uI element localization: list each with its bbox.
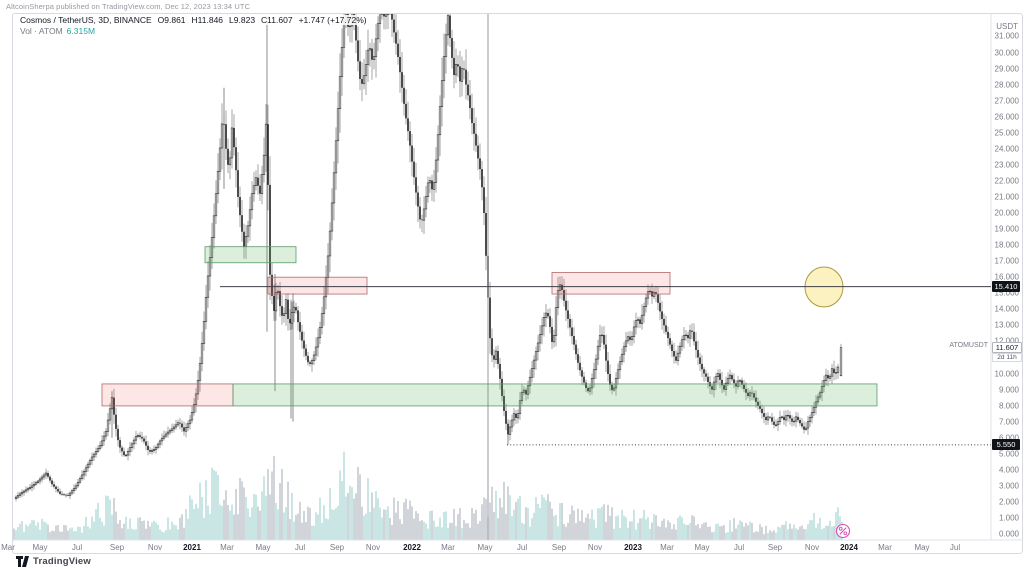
price-tick-label: 26.000: [994, 112, 1019, 122]
time-tick-month: May: [694, 543, 710, 552]
ohlc-open: O9.861: [157, 15, 186, 25]
time-tick-month: Sep: [109, 543, 125, 552]
price-tick-label: 27.000: [994, 96, 1019, 106]
ohlc-close: C11.607: [261, 15, 293, 25]
volume-value: 6.315M: [66, 26, 96, 36]
price-axis-unit: USDT: [996, 22, 1018, 31]
price-tick-label: 2.000: [998, 497, 1019, 507]
price-tick-label: 6.000: [998, 433, 1019, 443]
last-price-badge: 11.607: [992, 342, 1022, 353]
price-tick-label: 7.000: [998, 417, 1019, 427]
percent-marker-icon: [835, 523, 851, 539]
price-tick-label: 4.000: [998, 465, 1019, 475]
price-tick-label: 21.000: [994, 192, 1019, 202]
time-tick-month: Mar: [660, 543, 674, 552]
hline-price-badge: 15.410: [992, 281, 1020, 292]
time-tick-month: Jul: [71, 543, 83, 552]
time-tick-year: 2021: [183, 543, 201, 552]
bar-countdown: 2d 11h: [992, 353, 1022, 362]
price-tick-label: 3.000: [998, 481, 1019, 491]
price-tick-label: 23.000: [994, 160, 1019, 170]
time-tick-month: Nov: [587, 543, 603, 552]
price-tick-label: 17.000: [994, 256, 1019, 266]
price-tick-label: 15.000: [994, 288, 1019, 298]
support-box-green: [232, 383, 878, 407]
tradingview-footer[interactable]: TradingView: [16, 556, 91, 567]
support-box-pink-left: [101, 383, 234, 407]
price-tick-label: 16.000: [994, 272, 1019, 282]
price-tick-label: 9.000: [998, 385, 1019, 395]
time-tick-month: Mar: [220, 543, 234, 552]
time-tick-month: Jul: [733, 543, 745, 552]
price-tick-label: 8.000: [998, 401, 1019, 411]
volume-bars: [13, 451, 843, 540]
price-tick-label: 29.000: [994, 64, 1019, 74]
time-tick-month: May: [914, 543, 930, 552]
symbol-legend[interactable]: Cosmos / TetherUS, 3D, BINANCE O9.861 H1…: [18, 15, 369, 25]
price-tick-label: 14.000: [994, 304, 1019, 314]
candle-wicks: [15, 13, 842, 502]
price-tick-label: 1.000: [998, 513, 1019, 523]
price-tick-label: 20.000: [994, 208, 1019, 218]
time-tick-month: May: [32, 543, 48, 552]
price-tick-label: 28.000: [994, 80, 1019, 90]
price-tick-label: 0.000: [998, 529, 1019, 539]
time-tick-month: Nov: [147, 543, 163, 552]
price-tick-label: 12.000: [995, 337, 1019, 346]
volume-label: Vol · ATOM: [20, 26, 63, 36]
time-tick-month: May: [477, 543, 493, 552]
dotted-line-price-badge: 5.550: [992, 439, 1020, 450]
ohlc-high: H11.846: [191, 15, 224, 25]
time-tick-year: 2022: [403, 543, 421, 552]
time-tick-month: Nov: [365, 543, 381, 552]
change-value: +1.747 (+17.72%): [298, 15, 367, 25]
candle-bodies: [14, 13, 843, 499]
time-tick-month: Sep: [329, 543, 345, 552]
time-tick-month: Sep: [551, 543, 567, 552]
price-tick-label: 5.000: [998, 449, 1019, 459]
price-axis[interactable]: USDT 31.000 30.000 29.000 28.000 27.000 26.00…: [992, 13, 1021, 540]
price-tick-label: 22.000: [994, 176, 1019, 186]
annotation-boxes[interactable]: [101, 246, 878, 407]
resistance-box-pink-2021: [267, 276, 368, 295]
time-tick-month: Mar: [441, 543, 455, 552]
time-tick-month: Nov: [804, 543, 820, 552]
resistance-box-green-17: [204, 246, 297, 264]
price-tick-label: 24.000: [994, 144, 1019, 154]
time-tick-month: Sep: [767, 543, 783, 552]
time-tick-month: Jul: [294, 543, 306, 552]
volume-legend: Vol · ATOM 6.315M: [18, 26, 98, 36]
price-tick-label: 19.000: [994, 224, 1019, 234]
time-tick-year: 2024: [840, 543, 858, 552]
time-tick-month: Jul: [949, 543, 961, 552]
time-axis[interactable]: Mar May Jul Sep Nov 2021 Mar May Jul Sep Nov 2022 Ma…: [1, 541, 1022, 553]
price-tick-label: 13.000: [994, 320, 1019, 330]
price-tick-label: 31.000: [994, 31, 1019, 41]
ohlc-low: L9.823: [229, 15, 256, 25]
tradingview-wordmark: TradingView: [33, 556, 91, 567]
horizontal-lines[interactable]: [220, 286, 991, 446]
price-scale-symbol-label: ATOMUSDT: [949, 342, 988, 349]
price-tick-label: 25.000: [994, 128, 1019, 138]
time-tick-month: May: [255, 543, 271, 552]
tradingview-logo-icon: [16, 556, 29, 567]
axis-separators: [12, 13, 1022, 541]
time-tick-year: 2023: [624, 543, 642, 552]
price-tick-label: 30.000: [994, 48, 1019, 57]
time-tick-month: Mar: [1, 543, 15, 552]
resistance-box-pink-2022: [551, 271, 671, 295]
time-tick-month: Jul: [516, 543, 528, 552]
time-tick-month: Mar: [878, 543, 892, 552]
symbol-title[interactable]: Cosmos / TetherUS, 3D, BINANCE: [20, 15, 152, 25]
price-tick-label: 18.000: [994, 240, 1019, 250]
publish-watermark: AltcoinSherpa published on TradingView.c…: [6, 2, 251, 11]
price-tick-label: 10.000: [994, 369, 1019, 378]
